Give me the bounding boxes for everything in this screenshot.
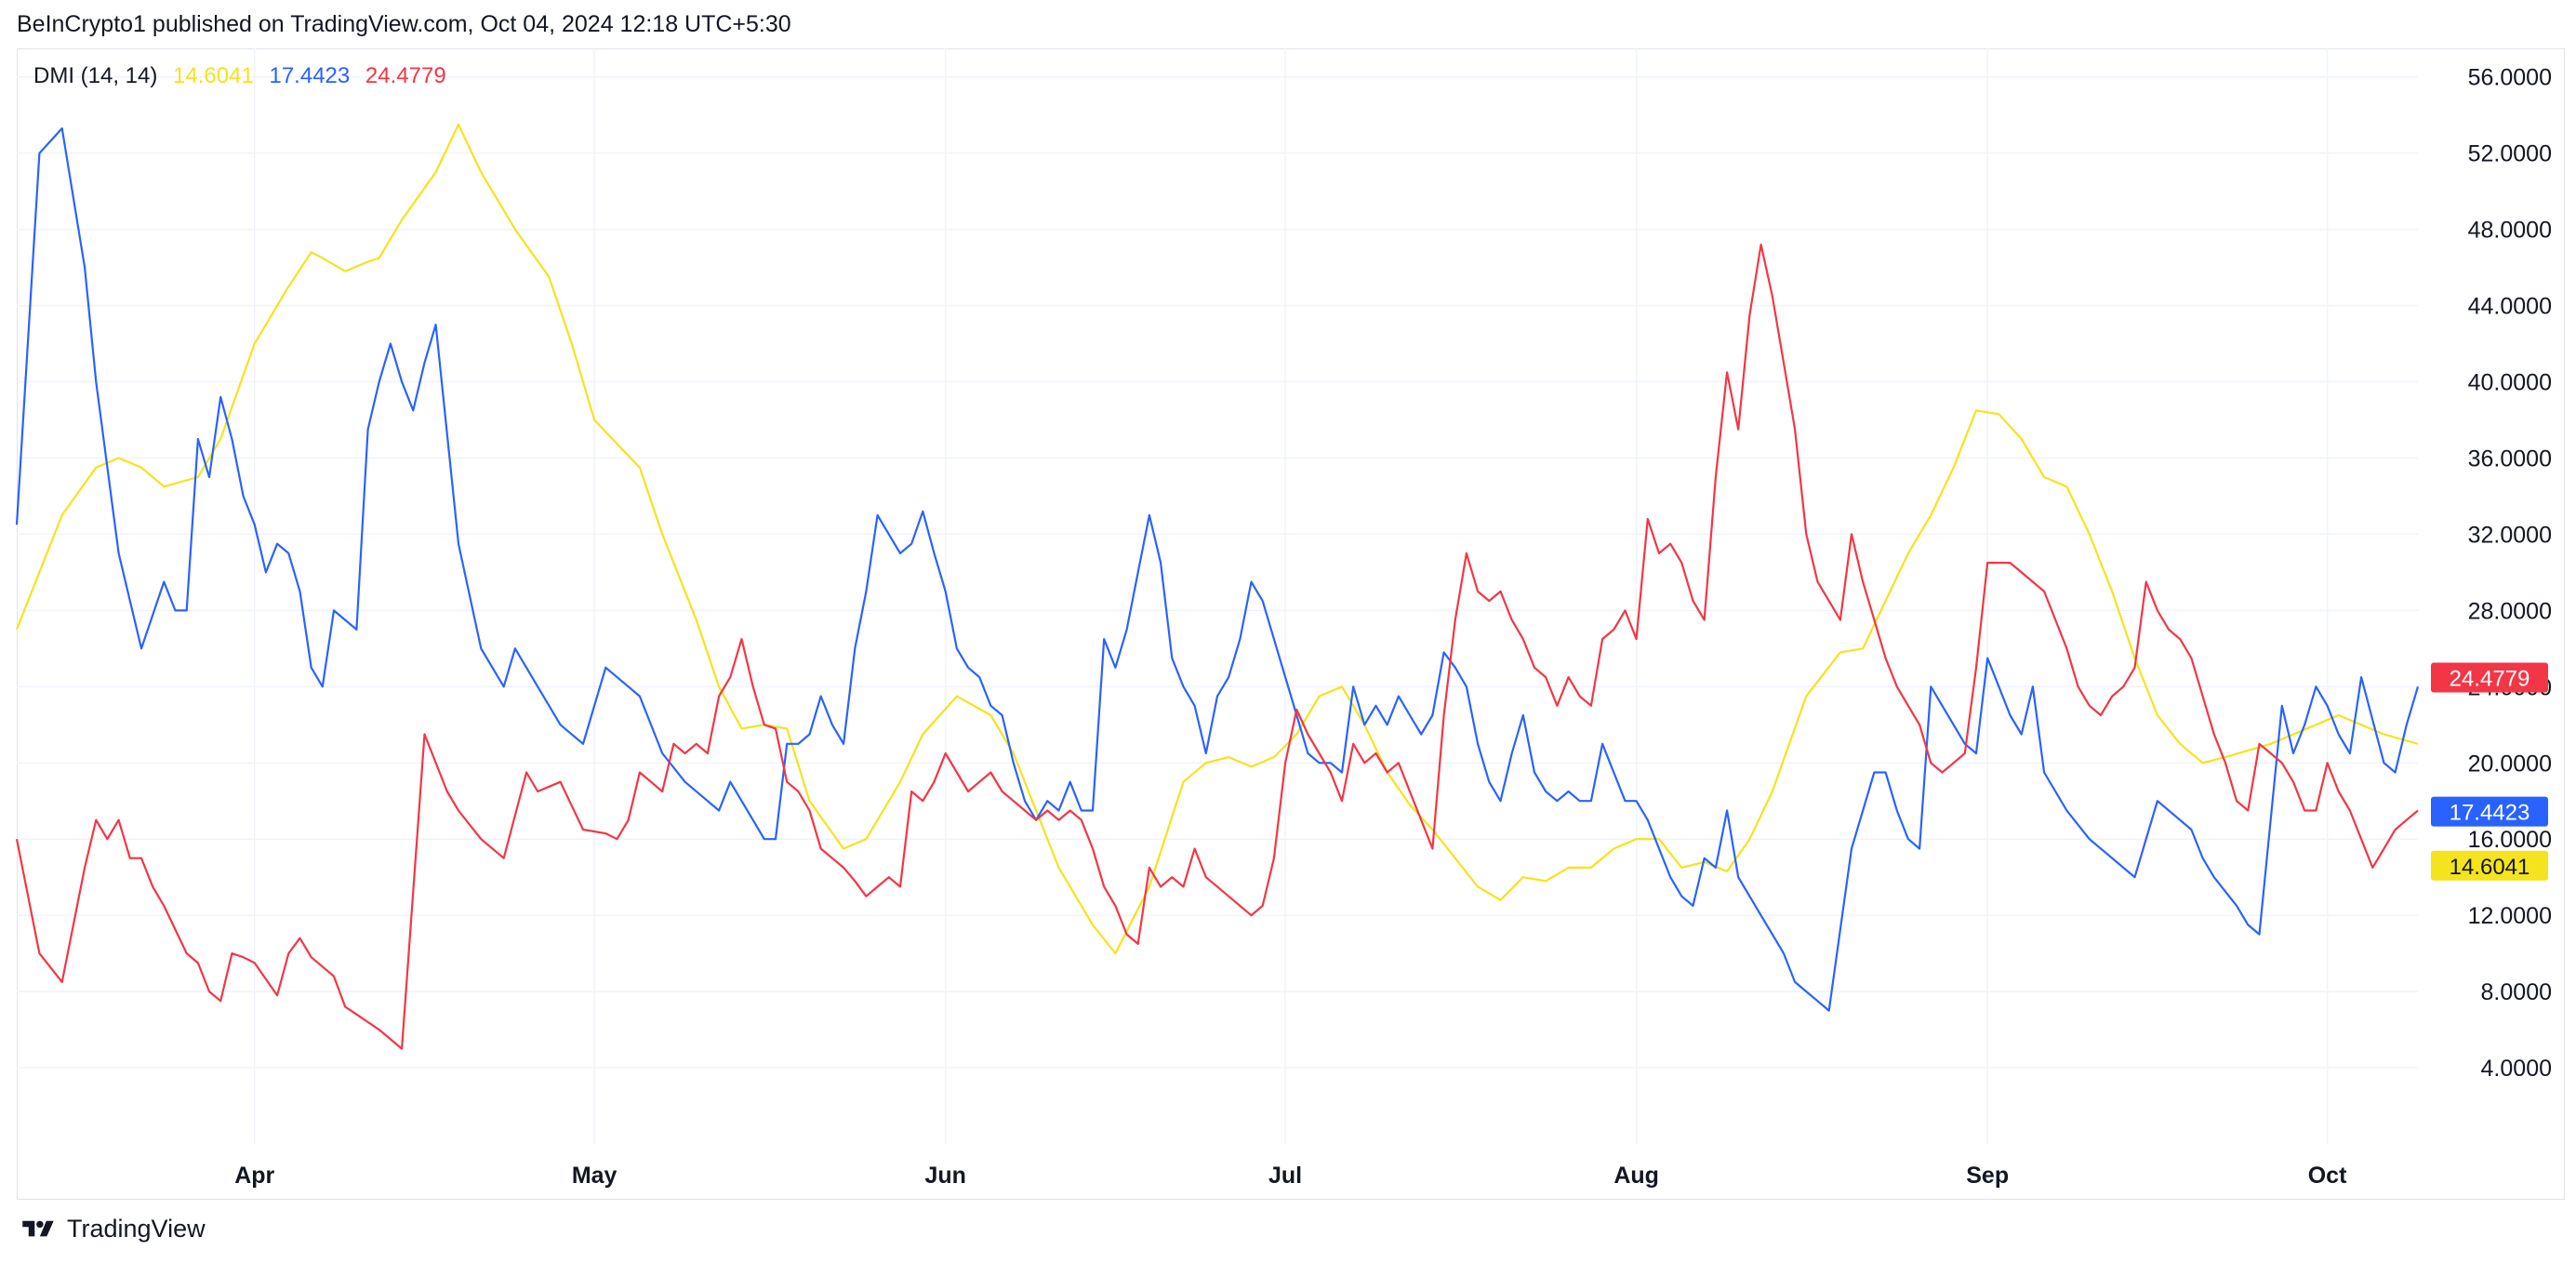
plus-di-value: 17.4423: [269, 63, 351, 88]
published-info: BeInCrypto1 published on TradingView.com…: [17, 11, 791, 37]
chart-pane[interactable]: [17, 48, 2565, 1200]
y-axis-ticks: 4.00008.000012.000016.000020.000024.0000…: [2468, 65, 2552, 1082]
y-tick-label: 48.0000: [2468, 218, 2552, 244]
price-badges: 14.6041 17.4423 24.4779: [2431, 662, 2548, 881]
y-tick-label: 44.0000: [2468, 294, 2552, 320]
series-line-adx: [15, 123, 2419, 955]
badge-label: 24.4779: [2450, 667, 2530, 692]
y-tick-label: 4.0000: [2481, 1056, 2552, 1082]
badge-label: 17.4423: [2450, 801, 2530, 826]
last-value-badge-di: 17.4423: [2431, 796, 2548, 827]
badge-label: 14.6041: [2450, 855, 2530, 880]
y-tick-label: 36.0000: [2468, 445, 2552, 472]
x-tick-label: Jul: [1268, 1163, 1302, 1189]
adx-value: 14.6041: [173, 63, 254, 88]
y-tick-label: 20.0000: [2468, 751, 2552, 777]
x-tick-label: Aug: [1613, 1163, 1659, 1189]
last-value-badge-adx: 14.6041: [2431, 850, 2548, 881]
x-tick-label: May: [572, 1163, 617, 1189]
y-tick-label: 28.0000: [2468, 598, 2552, 624]
y-tick-label: 32.0000: [2468, 522, 2552, 548]
indicator-name: DMI (14, 14): [33, 63, 158, 88]
y-tick-label: 40.0000: [2468, 370, 2552, 396]
x-tick-label: Sep: [1966, 1163, 2009, 1189]
tradingview-footer[interactable]: TradingView: [17, 1215, 206, 1243]
grid-lines: [17, 48, 2418, 1144]
y-tick-label: 52.0000: [2468, 141, 2552, 167]
x-axis-ticks: Apr May Jun Jul Aug Sep Oct: [234, 1163, 2347, 1189]
x-tick-label: Jun: [924, 1163, 965, 1189]
y-tick-label: 16.0000: [2468, 827, 2552, 853]
tradingview-brand: TradingView: [67, 1215, 206, 1243]
series-line-di: [15, 126, 2420, 1012]
series-lines: [15, 123, 2420, 1050]
minus-di-value: 24.4779: [365, 63, 446, 88]
last-value-badge-di: 24.4779: [2431, 662, 2548, 693]
y-tick-label: 56.0000: [2468, 65, 2552, 91]
indicator-legend[interactable]: DMI (14, 14) 14.6041 17.4423 24.4779: [33, 63, 456, 89]
x-tick-label: Oct: [2308, 1163, 2347, 1189]
x-tick-label: Apr: [234, 1163, 274, 1189]
y-tick-label: 8.0000: [2481, 979, 2552, 1005]
series-line-di: [15, 243, 2419, 1050]
y-tick-label: 12.0000: [2468, 903, 2552, 929]
tradingview-logo-icon: [22, 1220, 54, 1236]
